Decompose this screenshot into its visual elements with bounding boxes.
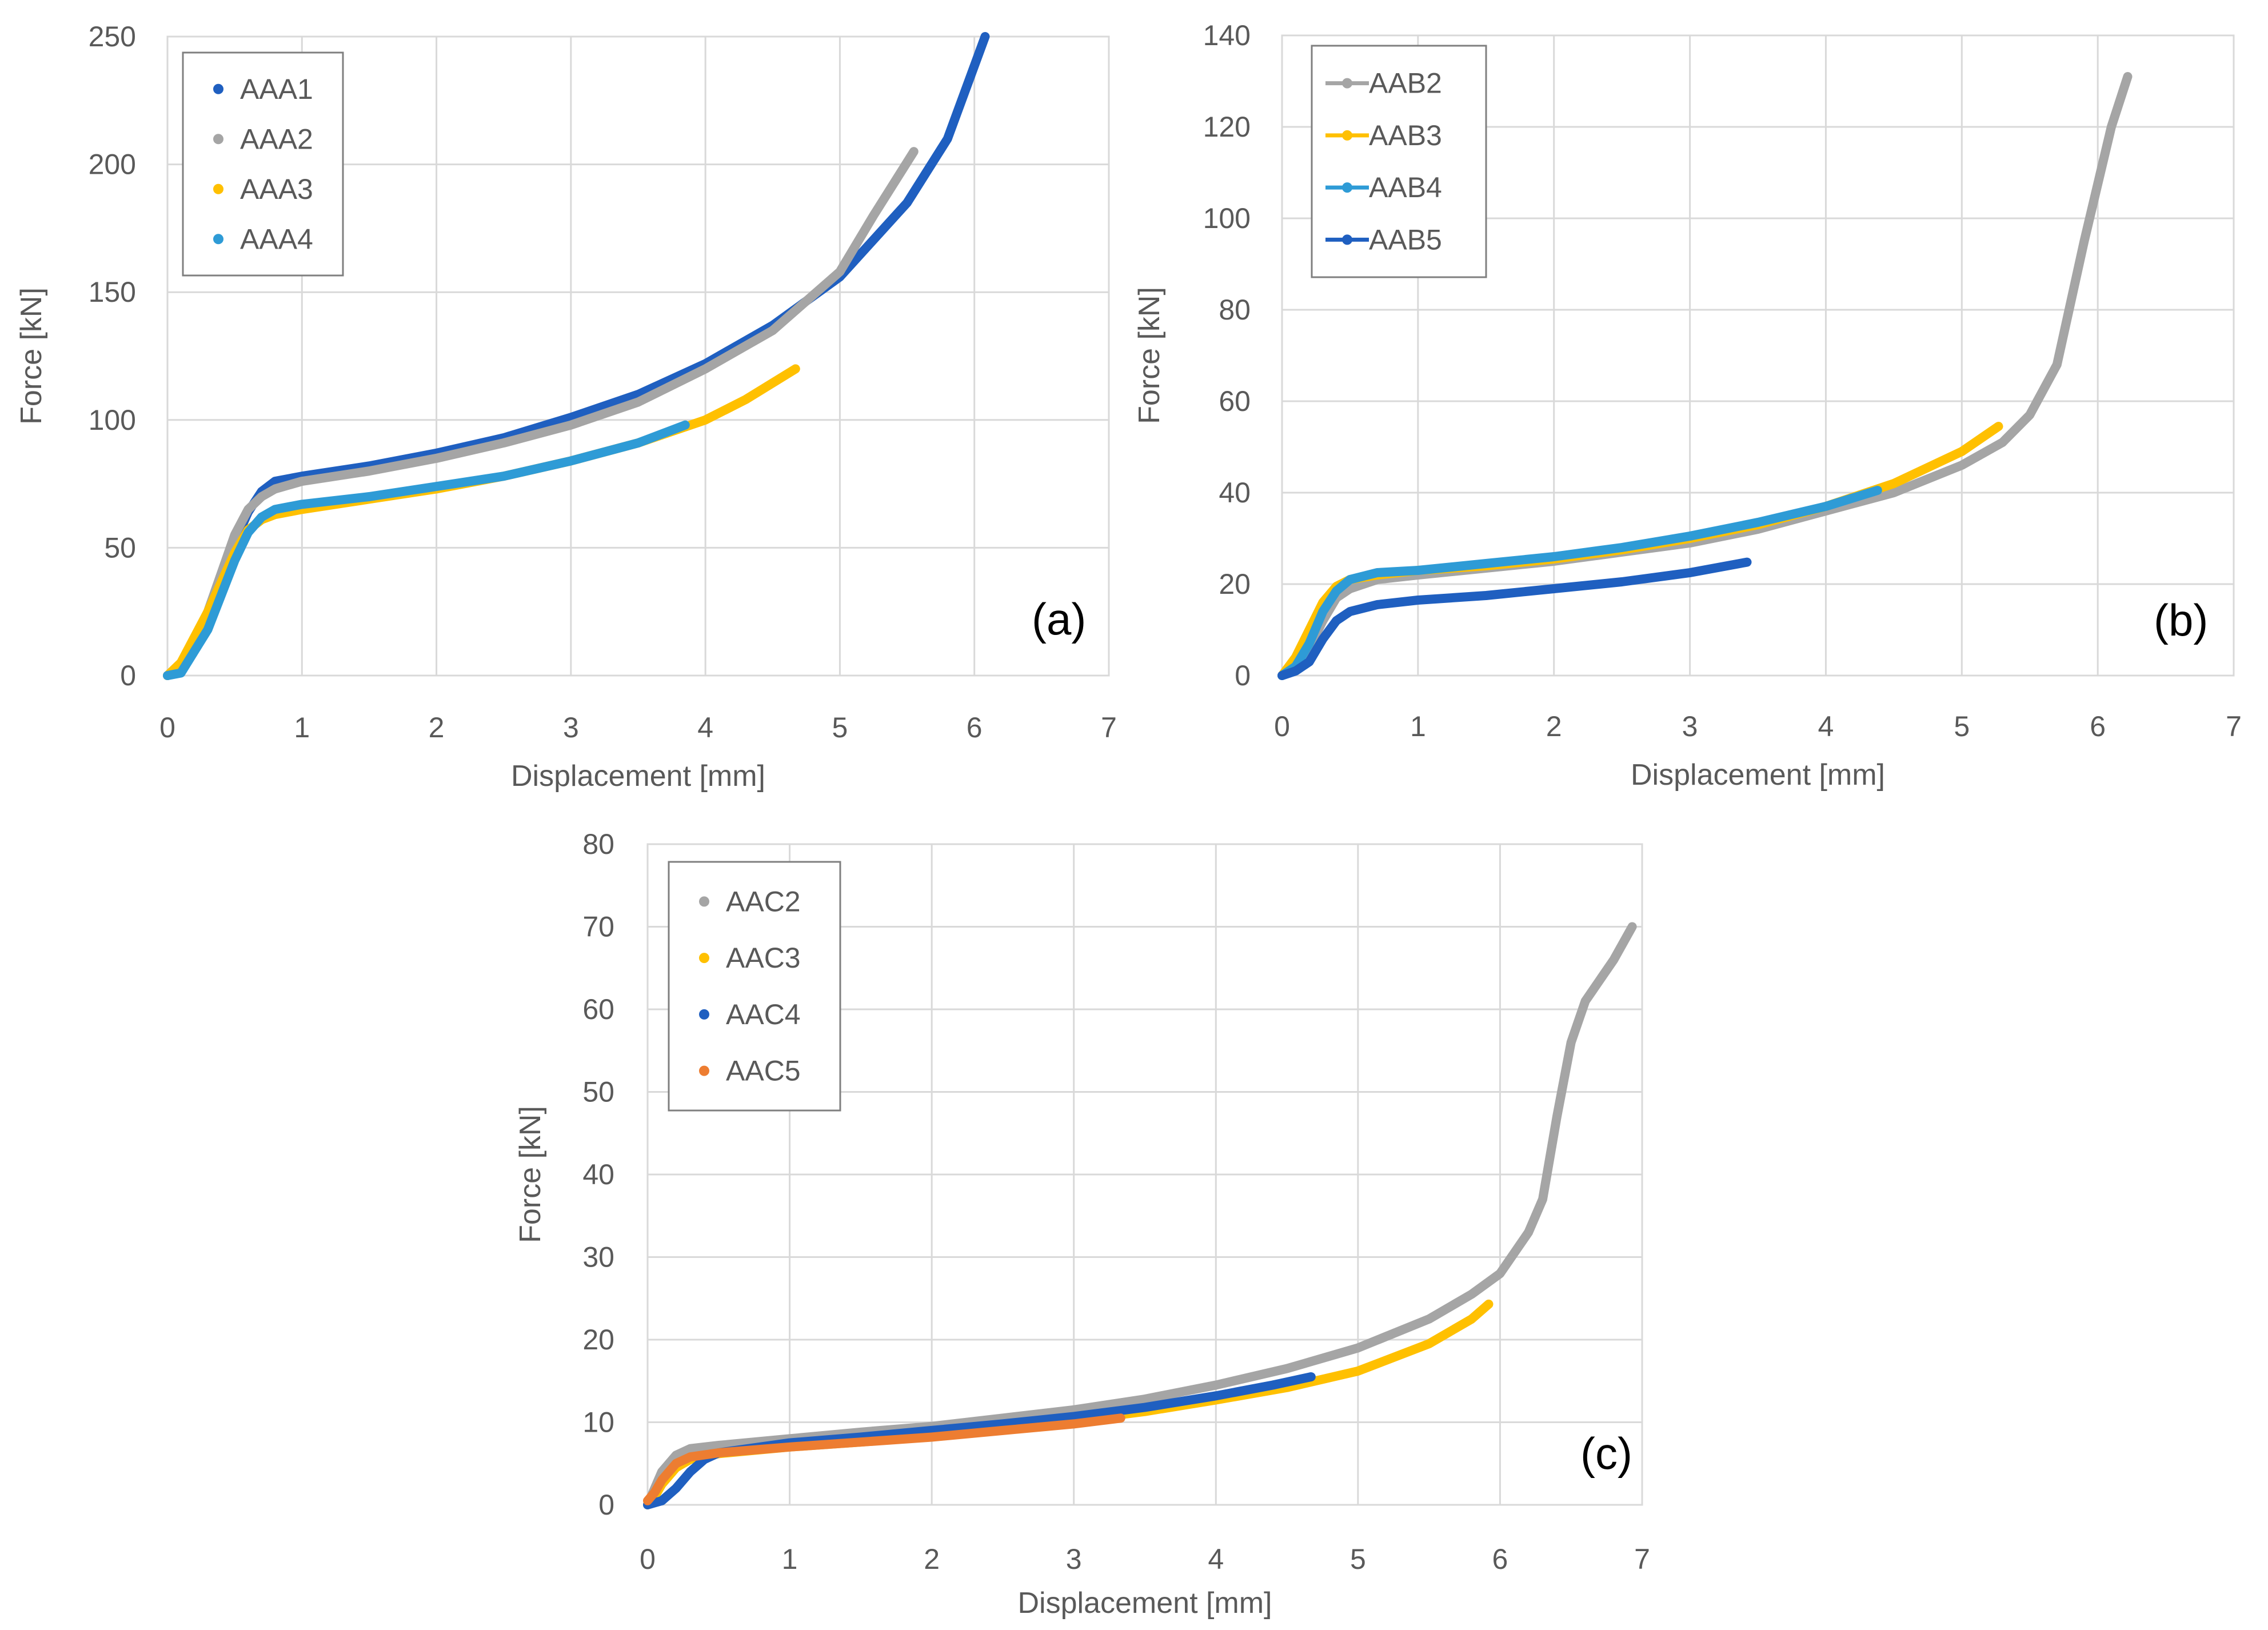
chart-panel-a: 0 1 2 3 4 5 6 7 0 50 100 150 200 250 Displacement [mm]… <box>15 21 1117 793</box>
y-tick-label: 60 <box>582 993 614 1025</box>
legend-marker-aab3 <box>1342 130 1352 141</box>
x-tick-label: 1 <box>1410 710 1426 742</box>
x-tick-label: 7 <box>1101 712 1117 744</box>
y-tick-label: 250 <box>89 21 136 53</box>
x-tick-label: 4 <box>1208 1543 1224 1575</box>
legend-box <box>182 51 344 277</box>
legend-label: AAB3 <box>1369 119 1442 151</box>
series-line-aab5 <box>1277 557 1752 680</box>
legend-marker-aac2 <box>699 896 709 907</box>
legend-label: AAA1 <box>240 73 313 105</box>
y-tick-label: 20 <box>582 1324 614 1356</box>
y-tick-label: 200 <box>89 149 136 181</box>
legend-label: AAC5 <box>726 1055 801 1087</box>
y-tick-label: 150 <box>89 276 136 308</box>
legend-marker-aab5 <box>1342 234 1352 245</box>
y-tick-label: 0 <box>598 1489 614 1521</box>
legend: AAA1 AAA2 AAA3 AAA4 <box>182 51 344 277</box>
y-tick-label: 30 <box>582 1241 614 1273</box>
y-tick-label: 50 <box>104 532 136 564</box>
legend-marker-aaa3 <box>213 183 223 194</box>
legend-marker-aaa1 <box>213 83 223 94</box>
x-tick-label: 0 <box>159 712 175 744</box>
series-line-aac3 <box>643 1299 1494 1509</box>
x-axis-title: Displacement [mm] <box>1018 1587 1272 1620</box>
legend-label: AAC4 <box>726 998 801 1030</box>
series-line-aac4 <box>643 1372 1316 1509</box>
chart-panel-b: 0 1 2 3 4 5 6 7 0 20 40 60 80 100 120 140 Displacement [… <box>1133 19 2242 792</box>
y-tick-label: 10 <box>582 1407 614 1439</box>
x-tick-label: 5 <box>1350 1543 1366 1575</box>
legend-label: AAA2 <box>240 123 313 155</box>
legend-label: AAB5 <box>1369 223 1442 255</box>
legend-marker-aac3 <box>699 953 709 964</box>
panel-label: (a) <box>1032 594 1086 644</box>
x-tick-label: 3 <box>563 712 579 744</box>
x-tick-label: 7 <box>1634 1543 1650 1575</box>
legend-label: AAA4 <box>240 223 313 255</box>
series-line-aaa2 <box>163 147 919 680</box>
y-axis-title: Force [kN] <box>514 1106 547 1243</box>
y-tick-label: 70 <box>582 911 614 943</box>
y-tick-label: 50 <box>582 1076 614 1108</box>
y-tick-label: 20 <box>1219 568 1251 600</box>
y-tick-label: 120 <box>1203 111 1251 143</box>
x-tick-label: 3 <box>1066 1543 1082 1575</box>
series-line-aac2 <box>643 922 1637 1509</box>
legend-box <box>668 861 841 1112</box>
x-tick-label: 4 <box>697 712 713 744</box>
y-axis-title: Force [kN] <box>1133 287 1166 424</box>
x-axis-title: Displacement [mm] <box>1631 758 1885 792</box>
legend-marker-aab4 <box>1342 182 1352 193</box>
x-tick-label: 7 <box>2226 710 2242 742</box>
legend-label: AAC2 <box>726 885 801 917</box>
series-line-aab4 <box>1277 486 1882 680</box>
y-tick-label: 80 <box>1219 294 1251 326</box>
panel-label: (b) <box>2154 595 2208 645</box>
panel-label: (c) <box>1580 1428 1632 1479</box>
y-axis-title: Force [kN] <box>15 287 48 425</box>
legend-marker-aac5 <box>699 1065 709 1076</box>
legend-label: AAC3 <box>726 942 801 974</box>
x-tick-label: 1 <box>782 1543 798 1575</box>
x-tick-label: 5 <box>1954 710 1970 742</box>
legend-marker-aab2 <box>1342 78 1352 89</box>
legend-label: AAB4 <box>1369 171 1442 203</box>
legend-marker-aaa4 <box>213 234 223 245</box>
x-tick-label: 6 <box>2090 710 2106 742</box>
legend-label: AAA3 <box>240 173 313 205</box>
x-tick-label: 6 <box>1492 1543 1508 1575</box>
x-tick-label: 3 <box>1682 710 1698 742</box>
x-tick-label: 2 <box>429 712 445 744</box>
legend: AAB2 AAB3 AAB4 AAB5 <box>1311 45 1487 278</box>
series-line-aaa4 <box>163 420 690 680</box>
y-tick-label: 60 <box>1219 385 1251 417</box>
legend-marker-aaa2 <box>213 134 223 145</box>
x-tick-label: 0 <box>1274 710 1290 742</box>
x-tick-label: 2 <box>924 1543 940 1575</box>
y-tick-label: 100 <box>1203 202 1251 234</box>
legend: AAC2 AAC3 AAC4 AAC5 <box>668 861 841 1112</box>
y-tick-label: 80 <box>582 828 614 860</box>
legend-label: AAB2 <box>1369 67 1442 99</box>
x-tick-label: 5 <box>832 712 848 744</box>
x-tick-label: 2 <box>1546 710 1562 742</box>
y-tick-label: 40 <box>582 1158 614 1190</box>
series-line-aac5 <box>643 1413 1125 1505</box>
y-tick-label: 100 <box>89 404 136 436</box>
x-tick-label: 0 <box>640 1543 656 1575</box>
y-tick-label: 140 <box>1203 19 1251 51</box>
x-tick-label: 1 <box>294 712 310 744</box>
x-tick-label: 6 <box>967 712 983 744</box>
y-tick-label: 0 <box>120 660 136 692</box>
x-tick-label: 4 <box>1818 710 1834 742</box>
y-tick-label: 40 <box>1219 477 1251 509</box>
series-line-aab3 <box>1277 422 2003 680</box>
legend-marker-aac4 <box>699 1009 709 1020</box>
x-axis-title: Displacement [mm] <box>511 760 765 793</box>
y-tick-label: 0 <box>1235 660 1251 692</box>
